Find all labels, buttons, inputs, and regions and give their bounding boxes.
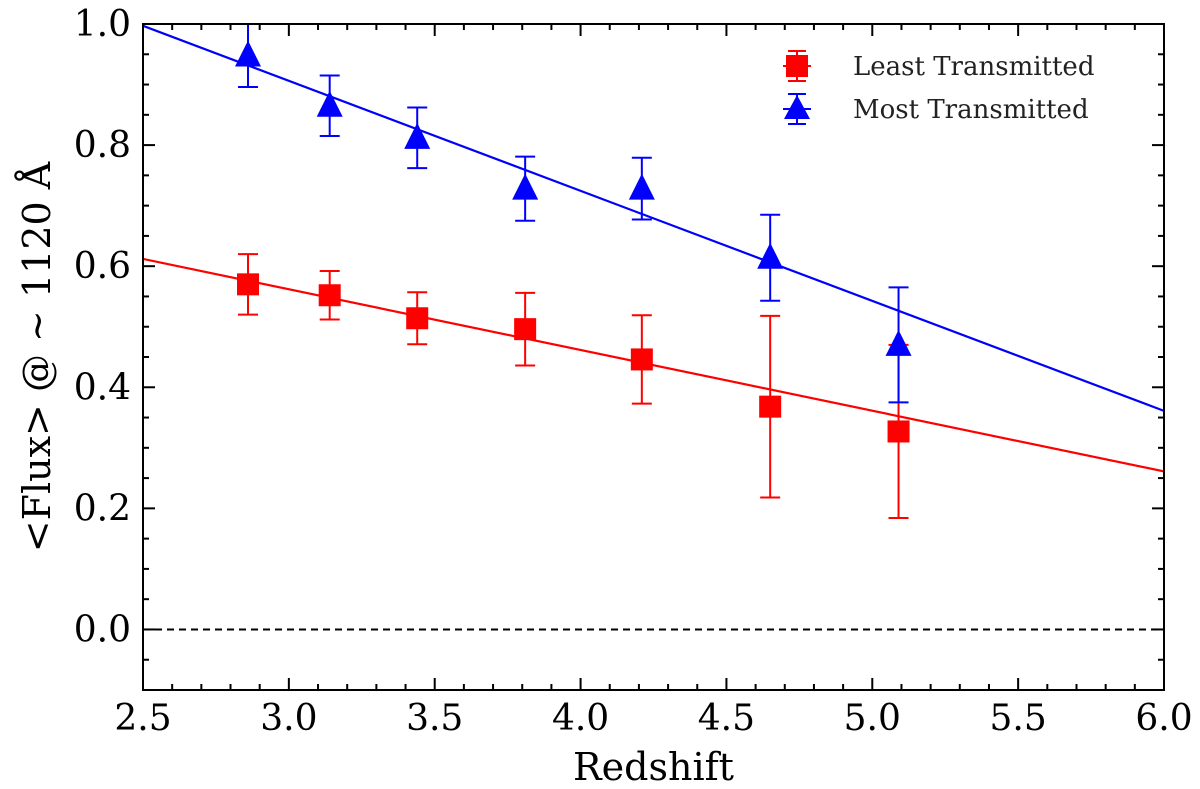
y-tick-label: 0.8	[74, 125, 131, 166]
least-transmitted-point	[406, 307, 429, 330]
most-transmitted-point	[512, 173, 539, 200]
x-tick-label: 3.0	[260, 698, 317, 739]
y-tick-label: 0.4	[74, 367, 131, 408]
most-transmitted-point	[885, 329, 912, 356]
least-transmitted-point	[318, 284, 341, 307]
most-transmitted-point	[628, 173, 655, 200]
most-transmitted-fit-line	[143, 24, 1164, 412]
least-transmitted-point	[514, 318, 537, 341]
most-transmitted-point	[316, 90, 343, 117]
x-tick-label: 4.5	[698, 698, 755, 739]
least-transmitted-legend-marker	[786, 55, 808, 77]
x-tick-label: 6.0	[1135, 698, 1192, 739]
y-tick-label: 0.0	[74, 609, 131, 650]
y-axis-label: <Flux> @ ~ 1120 Å	[15, 161, 59, 552]
least-transmitted-point	[759, 395, 782, 418]
plot-frame	[142, 23, 1165, 691]
most-transmitted-point	[404, 122, 431, 149]
x-tick-label: 2.5	[114, 698, 171, 739]
least-transmitted-point	[887, 420, 910, 443]
least-transmitted-point	[237, 273, 260, 296]
y-tick-label: 0.6	[74, 246, 131, 287]
legend: Least Transmitted Most Transmitted	[783, 50, 1094, 125]
most-transmitted-legend-marker	[784, 95, 810, 119]
most-transmitted-point	[235, 40, 262, 67]
least-transmitted-fit-line	[143, 257, 1164, 473]
x-axis-label: Redshift	[573, 745, 734, 789]
y-tick-label: 0.2	[74, 488, 131, 529]
most-transmitted-legend-label: Most Transmitted	[853, 95, 1089, 125]
x-tick-label: 5.5	[990, 698, 1047, 739]
most-transmitted-point	[757, 242, 784, 269]
y-tick-label: 1.0	[74, 4, 131, 45]
least-transmitted-point	[630, 348, 653, 371]
least-transmitted-legend-label: Least Transmitted	[853, 52, 1094, 82]
x-tick-label: 5.0	[844, 698, 901, 739]
x-tick-label: 4.0	[552, 698, 609, 739]
plot-area	[143, 24, 1164, 631]
x-tick-label: 3.5	[406, 698, 463, 739]
tick-labels: 2.5 3.0 3.5 4.0 4.5 5.0 5.5 6.0 0.0 0.2 0.4 0.6 0.8 1…	[74, 4, 1193, 739]
